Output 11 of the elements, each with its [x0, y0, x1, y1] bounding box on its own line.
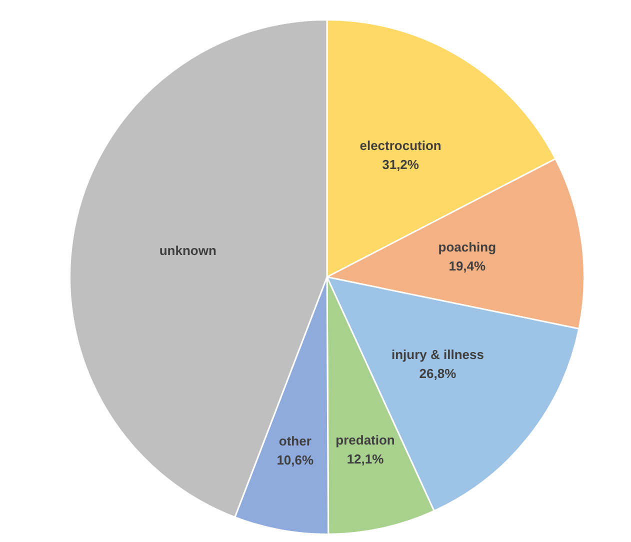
slice-label: predation [336, 432, 395, 448]
data-label: 19,4% [448, 258, 486, 274]
data-label: 26,8% [419, 366, 457, 382]
slice-label: unknown [159, 242, 216, 258]
slice-label: electrocution [360, 138, 442, 154]
slice-label: other [278, 434, 312, 449]
slice-label: injury & illness [391, 347, 484, 362]
data-label: 10,6% [276, 452, 314, 468]
data-label: 12,1% [346, 451, 384, 466]
slice-label: poaching [438, 240, 496, 255]
data-label: 31,2% [382, 157, 420, 172]
